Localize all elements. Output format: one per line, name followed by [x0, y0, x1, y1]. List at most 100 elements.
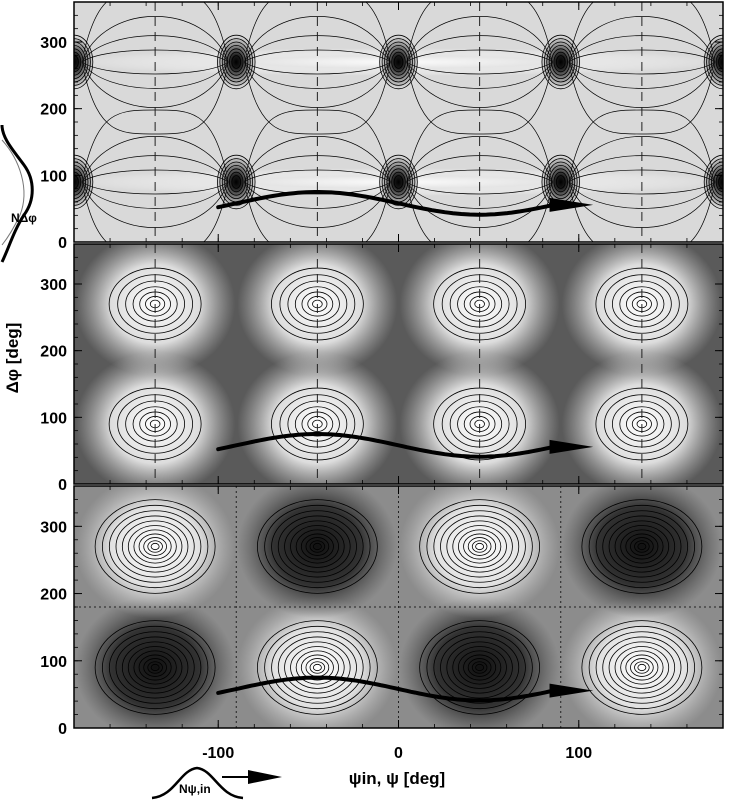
contour-ring	[226, 168, 246, 196]
trajectory-arrowhead	[549, 439, 594, 454]
contour-ring	[150, 663, 160, 672]
contour-ring	[703, 154, 723, 210]
y-tick-label: 0	[58, 721, 67, 738]
contour-ring	[229, 171, 244, 193]
contour-ring	[127, 646, 183, 689]
contour-ring	[703, 34, 723, 90]
contour-ring	[127, 525, 183, 568]
singularity-blob	[378, 156, 419, 208]
contour-ring	[150, 542, 160, 551]
contour-ring	[94, 499, 216, 594]
contour-ring	[595, 510, 689, 583]
contour-ring	[217, 34, 256, 90]
singularity-blob	[378, 36, 419, 88]
contour-line	[243, 136, 391, 183]
contour-line	[81, 61, 229, 89]
contour-ring	[475, 542, 485, 551]
trajectory-path	[216, 675, 556, 703]
contour-ring	[386, 164, 411, 199]
contour-ring	[391, 51, 406, 73]
contour-ring	[630, 658, 654, 677]
y-tick-label: 100	[40, 410, 67, 427]
contour-line	[81, 16, 229, 63]
contour-ring	[138, 654, 172, 681]
contour-ring	[271, 631, 364, 704]
contour-ring	[433, 510, 526, 583]
contour-ring	[115, 515, 195, 578]
contour-ring	[115, 636, 195, 699]
intensity-peak	[237, 486, 398, 619]
contour-ring	[277, 636, 357, 699]
singularity-blob	[216, 36, 257, 88]
contour-ring	[452, 525, 507, 568]
bottom-arrow-head	[248, 770, 282, 784]
contour-line	[408, 191, 552, 242]
x-tick-label: 0	[394, 745, 403, 762]
contour-ring	[224, 45, 249, 80]
contour-ring	[300, 654, 334, 681]
contour-ring	[708, 41, 723, 83]
contour-ring	[256, 499, 378, 594]
contour-ring	[711, 165, 723, 199]
contour-ring	[708, 161, 723, 203]
contour-ring	[553, 171, 568, 193]
y-tick-label: 200	[40, 587, 67, 604]
contour-ring	[219, 38, 254, 86]
bottom-gaussian-curve	[151, 766, 244, 800]
contour-ring	[452, 646, 507, 689]
contour-ring	[715, 51, 723, 73]
contour-ring	[715, 171, 723, 193]
contour-ring	[581, 499, 703, 594]
contour-line	[568, 16, 716, 63]
intensity-peak	[237, 352, 398, 484]
intensity-peak	[75, 352, 236, 484]
contour-ring	[74, 161, 89, 203]
contour-ring	[219, 158, 254, 206]
contour-ring	[284, 520, 351, 573]
contour-ring	[312, 542, 322, 551]
contour-ring	[231, 55, 242, 69]
contour-ring	[94, 620, 216, 715]
contour-ring	[147, 661, 163, 674]
contour-ring	[74, 38, 91, 86]
contour-line	[245, 71, 389, 135]
contour-ring	[551, 48, 571, 76]
contour-ring	[381, 158, 416, 206]
contour-ring	[388, 168, 409, 196]
contour-ring	[541, 34, 580, 90]
x-tick-label: 100	[565, 745, 592, 762]
contour-line	[81, 181, 229, 209]
contour-ring	[426, 504, 533, 589]
contour-ring	[467, 658, 492, 677]
contour-ring	[290, 646, 345, 689]
contour-ring	[475, 663, 485, 672]
intensity-peak	[561, 352, 722, 484]
singularity-blob	[703, 36, 723, 88]
contour-ring	[391, 171, 406, 193]
contour-ring	[588, 504, 696, 589]
contour-line	[568, 61, 716, 89]
side-gaussian-thin-curve	[1, 139, 25, 246]
side-gaussian-curve	[0, 124, 34, 263]
contour-ring	[264, 625, 371, 710]
singularity-blob	[74, 156, 94, 208]
contour-ring	[224, 164, 249, 199]
bottom-annotation: Nψ,in	[179, 782, 211, 796]
contour-line	[81, 136, 229, 183]
contour-ring	[620, 529, 664, 564]
contour-ring	[384, 41, 413, 83]
contour-ring	[553, 51, 568, 73]
contour-ring	[229, 51, 244, 73]
contour-ring	[121, 641, 189, 694]
contour-ring	[74, 175, 79, 189]
contour-ring	[602, 515, 682, 578]
contour-ring	[555, 55, 566, 69]
intensity-peak	[561, 486, 722, 619]
contour-ring	[471, 540, 488, 553]
contour-ring	[101, 625, 209, 710]
contour-ring	[608, 520, 676, 573]
contour-ring	[277, 515, 357, 578]
intensity-peak	[399, 486, 560, 619]
contour-ring	[74, 154, 94, 210]
